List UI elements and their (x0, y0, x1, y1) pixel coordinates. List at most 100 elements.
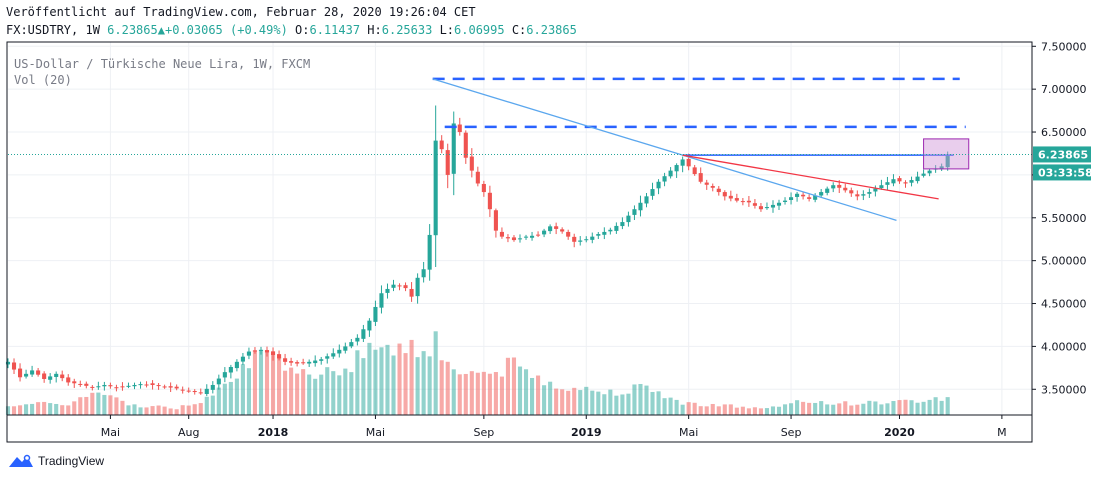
volume-bar (451, 369, 456, 415)
volume-bar (228, 381, 233, 415)
volume-bar (626, 393, 631, 415)
candle (758, 206, 763, 210)
candle (192, 391, 197, 393)
volume-bar (686, 402, 691, 415)
volume-bar (355, 350, 360, 415)
candle (66, 377, 71, 383)
candle (240, 356, 245, 362)
volume-bar (277, 356, 282, 415)
close-value: 6.23865 (526, 23, 577, 37)
candle (740, 201, 745, 203)
highlight-box (923, 138, 970, 170)
candle (596, 234, 601, 236)
volume-bar (789, 403, 794, 415)
volume-bar (782, 404, 788, 415)
tradingview-brand[interactable]: TradingView (8, 453, 104, 469)
volume-bar (427, 356, 432, 415)
candle (674, 165, 679, 172)
candle (819, 192, 824, 196)
candle (283, 358, 288, 362)
candle (885, 182, 890, 185)
candle (650, 189, 655, 196)
brand-name: TradingView (38, 454, 105, 468)
y-tick-label: 3.50000 (1041, 383, 1087, 396)
candle (84, 383, 89, 386)
volume-bar (216, 387, 221, 415)
candle (722, 192, 727, 197)
volume-bar (78, 397, 83, 415)
volume-bar (499, 376, 504, 415)
candle (313, 360, 318, 364)
candle (734, 198, 739, 201)
volume-bar (240, 364, 245, 415)
candle (680, 159, 685, 166)
candle (825, 188, 830, 193)
grid (8, 42, 1032, 415)
candle (210, 384, 215, 390)
volume-bar (11, 406, 17, 415)
volume-bar (150, 406, 155, 415)
x-tick-label: M (997, 426, 1007, 439)
volume-bar (614, 395, 619, 415)
volume-bar (819, 401, 824, 415)
candle (307, 361, 312, 364)
volume-bar (463, 373, 468, 415)
volume-bar (813, 402, 818, 415)
volume-bar (511, 357, 517, 415)
candle (132, 384, 137, 387)
candle (463, 132, 468, 158)
candles (5, 105, 950, 397)
volume-bar (674, 399, 679, 415)
volume-bar (30, 403, 35, 415)
candle (42, 373, 47, 379)
volume-bar (554, 388, 559, 415)
volume-bar (939, 400, 944, 415)
last-value: 6.23865 (107, 23, 158, 37)
y-tick-label: 5.50000 (1041, 212, 1087, 225)
volume-bar (728, 404, 733, 415)
volume-bar (307, 374, 312, 415)
low-label: L: (439, 23, 455, 37)
volume-bar (126, 405, 131, 415)
y-tick-label: 6.50000 (1041, 126, 1087, 139)
candle (795, 193, 800, 197)
volume-bar (349, 372, 354, 415)
candle (644, 196, 649, 204)
y-tick-label: 7.00000 (1041, 83, 1087, 96)
candle (198, 392, 203, 394)
candle (843, 187, 848, 191)
volume-bar (692, 402, 697, 415)
volume-bar (867, 400, 872, 415)
candle (403, 285, 408, 289)
volume-bar (602, 394, 607, 415)
y-tick-label: 4.00000 (1041, 340, 1087, 353)
volume-bar (517, 366, 523, 415)
volume-bar (367, 342, 372, 415)
volume-bar (96, 392, 101, 415)
ohlc-line: FX:USDTRY, 1W 6.23865▲+0.03065 (+0.49%) … (6, 23, 577, 37)
volume-bar (337, 375, 342, 415)
volume-bar (698, 406, 703, 415)
x-tick-label: Mai (101, 426, 120, 439)
volume-bar (861, 403, 866, 415)
candle (945, 156, 950, 168)
volume-bar (421, 351, 426, 415)
high-value: 6.25633 (381, 23, 433, 37)
candle (620, 222, 625, 227)
candle (584, 239, 589, 241)
candle (909, 180, 914, 183)
volume-bar (415, 357, 420, 415)
candle (277, 354, 282, 359)
candle (331, 353, 336, 357)
volume-bar (391, 355, 396, 415)
candle (861, 194, 866, 196)
candle (445, 150, 450, 175)
candle (258, 349, 264, 351)
volume-bar (258, 349, 264, 415)
candle (114, 387, 119, 389)
candle (891, 179, 896, 184)
volume-bar (776, 406, 782, 415)
y-tick-label: 4.50000 (1041, 298, 1087, 311)
volume-bar (734, 407, 739, 415)
